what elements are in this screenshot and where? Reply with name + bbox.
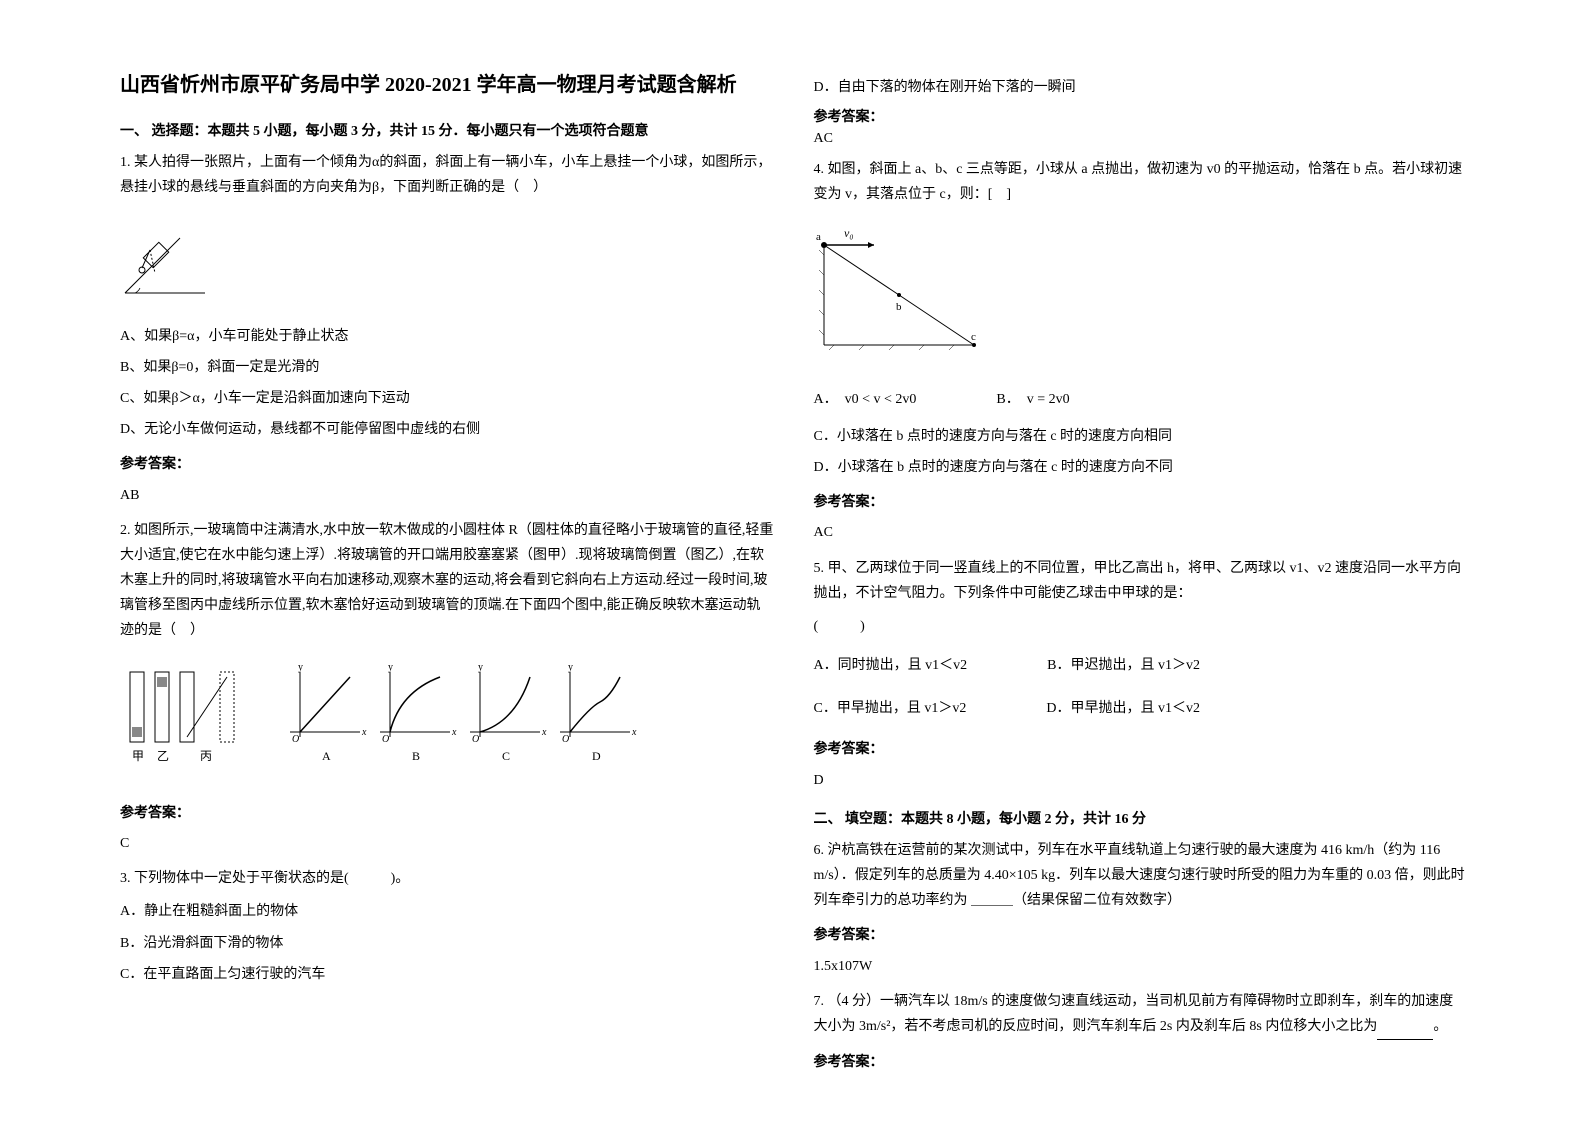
q1-option-a: A、如果β=α，小车可能处于静止状态 (120, 324, 774, 349)
q1-option-b: B、如果β=0，斜面一定是光滑的 (120, 355, 774, 380)
label-opt-d: D (592, 749, 601, 763)
label-jia: 甲 (132, 749, 144, 763)
section1-header: 一、 选择题：本题共 5 小题，每小题 3 分，共计 15 分．每小题只有一个选… (120, 120, 774, 140)
q4-option-a: A． v0 < v < 2v0 (814, 387, 917, 412)
q7-text: 7. （4 分）一辆汽车以 18m/s 的速度做匀速直线运动，当司机见前方有障碍… (814, 989, 1468, 1040)
svg-text:O: O (472, 734, 479, 745)
svg-text:x: x (451, 727, 457, 738)
q4-diagram: a b c v₀ (814, 225, 994, 364)
q1-answer: AB (120, 483, 774, 508)
q3-option-d: D．自由下落的物体在刚开始下落的一瞬间 (814, 76, 1468, 96)
q5-text: 5. 甲、乙两球位于同一竖直线上的不同位置，甲比乙高出 h，将甲、乙两球以 v1… (814, 556, 1468, 606)
question-4: 4. 如图，斜面上 a、b、c 三点等距，小球从 a 点抛出，做初速为 v0 的… (814, 157, 1468, 546)
q5-answer-label: 参考答案： (814, 737, 1468, 762)
q5-option-b: B．甲迟抛出，且 v1＞v2 (1047, 653, 1200, 678)
question-2: 2. 如图所示,一玻璃筒中注满清水,水中放一软木做成的小圆柱体 R（圆柱体的直径… (120, 518, 774, 857)
question-7: 7. （4 分）一辆汽车以 18m/s 的速度做匀速直线运动，当司机见前方有障碍… (814, 989, 1468, 1076)
label-opt-a: A (322, 749, 331, 763)
svg-text:y: y (298, 662, 303, 673)
svg-text:v₀: v₀ (844, 226, 854, 240)
q6-text: 6. 沪杭高铁在运营前的某次测试中，列车在水平直线轨道上匀速行驶的最大速度为 4… (814, 838, 1468, 914)
label-opt-b: B (412, 749, 420, 763)
svg-text:b: b (896, 301, 902, 313)
q1-answer-label: 参考答案： (120, 452, 774, 477)
q5-answer: D (814, 768, 1468, 793)
q3-text: 3. 下列物体中一定处于平衡状态的是( )。 (120, 866, 774, 891)
q2-text: 2. 如图所示,一玻璃筒中注满清水,水中放一软木做成的小圆柱体 R（圆柱体的直径… (120, 518, 774, 644)
question-6: 6. 沪杭高铁在运营前的某次测试中，列车在水平直线轨道上匀速行驶的最大速度为 4… (814, 838, 1468, 979)
q7-text-part2: 。 (1433, 1019, 1447, 1034)
q4-option-c: C．小球落在 b 点时的速度方向与落在 c 时的速度方向相同 (814, 424, 1468, 449)
svg-text:O: O (382, 734, 389, 745)
svg-text:x: x (631, 727, 637, 738)
q5-option-d: D．甲早抛出，且 v1＜v2 (1046, 696, 1200, 721)
label-opt-c: C (502, 749, 510, 763)
q1-diagram (120, 218, 210, 307)
q4-text: 4. 如图，斜面上 a、b、c 三点等距，小球从 a 点抛出，做初速为 v0 的… (814, 157, 1468, 207)
q7-text-part1: 7. （4 分）一辆汽车以 18m/s 的速度做匀速直线运动，当司机见前方有障碍… (814, 994, 1454, 1034)
q3-answer: AC (814, 131, 1468, 147)
q5-option-c: C．甲早抛出，且 v1＞v2 (814, 696, 967, 721)
q5-option-a: A．同时抛出，且 v1＜v2 (814, 653, 968, 678)
exam-title: 山西省忻州市原平矿务局中学 2020-2021 学年高一物理月考试题含解析 (120, 70, 774, 100)
svg-text:c: c (971, 331, 976, 343)
svg-text:y: y (478, 662, 483, 673)
q5-bracket: ( ) (814, 614, 1468, 639)
q1-option-c: C、如果β＞α，小车一定是沿斜面加速向下运动 (120, 386, 774, 411)
q1-text: 1. 某人拍得一张照片，上面有一个倾角为α的斜面，斜面上有一辆小车，小车上悬挂一… (120, 150, 774, 200)
svg-text:y: y (388, 662, 393, 673)
q2-answer-label: 参考答案： (120, 801, 774, 826)
section2-header: 二、 填空题：本题共 8 小题，每小题 2 分，共计 16 分 (814, 808, 1468, 828)
svg-text:y: y (568, 662, 573, 673)
q4-option-b: B． v = 2v0 (996, 387, 1069, 412)
q7-answer-label: 参考答案： (814, 1050, 1468, 1075)
question-5: 5. 甲、乙两球位于同一竖直线上的不同位置，甲比乙高出 h，将甲、乙两球以 v1… (814, 556, 1468, 793)
question-1: 1. 某人拍得一张照片，上面有一个倾角为α的斜面，斜面上有一辆小车，小车上悬挂一… (120, 150, 774, 508)
svg-text:O: O (562, 734, 569, 745)
q1-option-d: D、无论小车做何运动，悬线都不可能停留图中虚线的右侧 (120, 417, 774, 442)
label-yi: 乙 (157, 749, 169, 763)
q7-blank (1377, 1014, 1433, 1040)
svg-text:O: O (292, 734, 299, 745)
q6-answer: 1.5x107W (814, 954, 1468, 979)
q6-answer-label: 参考答案： (814, 923, 1468, 948)
q4-answer-label: 参考答案： (814, 490, 1468, 515)
q3-option-a: A．静止在粗糙斜面上的物体 (120, 899, 774, 924)
svg-text:x: x (361, 727, 367, 738)
q3-option-b: B．沿光滑斜面下滑的物体 (120, 931, 774, 956)
q4-answer: AC (814, 520, 1468, 545)
q3-answer-label: 参考答案： (814, 106, 1468, 126)
q2-diagram: 甲 乙 丙 y x O A (120, 662, 640, 781)
q4-option-d: D．小球落在 b 点时的速度方向与落在 c 时的速度方向不同 (814, 455, 1468, 480)
svg-text:x: x (541, 727, 547, 738)
label-bing: 丙 (200, 749, 212, 763)
svg-text:a: a (816, 231, 821, 243)
q2-answer: C (120, 831, 774, 856)
q3-option-c: C．在平直路面上匀速行驶的汽车 (120, 962, 774, 987)
question-3: 3. 下列物体中一定处于平衡状态的是( )。 A．静止在粗糙斜面上的物体 B．沿… (120, 866, 774, 987)
